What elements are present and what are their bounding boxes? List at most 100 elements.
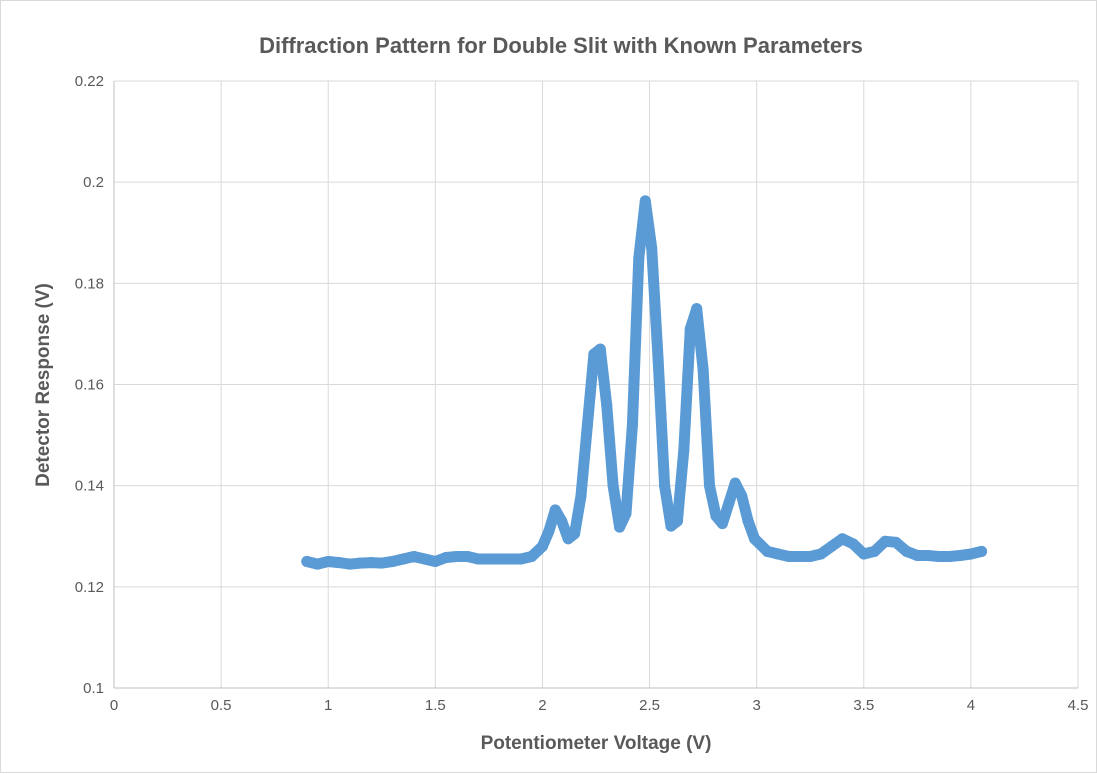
data-point xyxy=(901,545,913,557)
data-point xyxy=(515,553,527,565)
data-point xyxy=(549,504,561,516)
data-point xyxy=(772,548,784,560)
chart-title: Diffraction Pattern for Double Slit with… xyxy=(259,33,863,58)
data-point xyxy=(601,399,613,411)
data-point xyxy=(536,540,548,552)
data-point xyxy=(633,252,645,264)
data-point xyxy=(943,550,955,562)
data-point xyxy=(543,525,555,537)
gridlines xyxy=(114,80,1079,688)
data-point xyxy=(922,549,934,561)
data-point xyxy=(671,515,683,527)
x-tick-label: 3.5 xyxy=(853,697,874,714)
data-point xyxy=(556,515,568,527)
data-point xyxy=(483,553,495,565)
data-point xyxy=(312,558,324,570)
x-tick-label: 0.5 xyxy=(211,697,232,714)
y-tick-label: 0.14 xyxy=(75,478,104,495)
data-point xyxy=(710,510,722,522)
data-point xyxy=(504,553,516,565)
data-point xyxy=(783,550,795,562)
data-point xyxy=(614,521,626,533)
data-point xyxy=(575,490,587,502)
data-point xyxy=(581,419,593,431)
data-point xyxy=(794,550,806,562)
data-point xyxy=(742,515,754,527)
x-tick-label: 2.5 xyxy=(639,697,660,714)
y-tick-label: 0.1 xyxy=(83,680,104,697)
data-point xyxy=(386,556,398,568)
data-point xyxy=(652,353,664,365)
x-tick-label: 1.5 xyxy=(425,697,446,714)
data-point xyxy=(890,536,902,548)
data-point xyxy=(847,538,859,550)
x-tick-label: 4.5 xyxy=(1068,697,1089,714)
data-point xyxy=(933,550,945,562)
data-point xyxy=(354,557,366,569)
axes xyxy=(113,81,1078,689)
data-point xyxy=(659,480,671,492)
data-point xyxy=(594,343,606,355)
data-point xyxy=(408,550,420,562)
data-point xyxy=(736,490,748,502)
data-point xyxy=(365,557,377,569)
x-tick-label: 3 xyxy=(752,697,760,714)
data-point xyxy=(826,540,838,552)
data-point xyxy=(697,363,709,375)
x-tick-label: 4 xyxy=(967,697,975,714)
data-point xyxy=(333,557,345,569)
y-tick-label: 0.18 xyxy=(75,275,104,292)
data-point xyxy=(815,548,827,560)
data-point xyxy=(376,557,388,569)
data-series xyxy=(301,195,988,570)
data-point xyxy=(646,242,658,254)
series-line xyxy=(301,195,988,570)
data-point xyxy=(879,535,891,547)
data-point xyxy=(911,549,923,561)
y-tick-label: 0.16 xyxy=(75,377,104,394)
data-point xyxy=(626,419,638,431)
data-point xyxy=(607,480,619,492)
x-tick-label: 2 xyxy=(538,697,546,714)
data-point xyxy=(639,195,651,207)
data-point xyxy=(620,507,632,519)
data-point xyxy=(419,553,431,565)
data-point xyxy=(836,533,848,545)
data-point xyxy=(678,444,690,456)
tick-labels: 0.1 0.12 0.14 0.16 0.18 0.2 0.22 0 0.5 1 1.5 2 2.5 3 3… xyxy=(75,73,1089,714)
x-tick-label: 1 xyxy=(324,697,332,714)
data-point xyxy=(684,323,696,335)
data-point xyxy=(716,518,728,530)
data-point xyxy=(440,551,452,563)
x-axis-title: Potentiometer Voltage (V) xyxy=(481,733,712,754)
y-tick-label: 0.12 xyxy=(75,579,104,596)
data-point xyxy=(704,480,716,492)
data-point xyxy=(761,545,773,557)
data-point xyxy=(472,553,484,565)
data-point xyxy=(461,550,473,562)
data-point xyxy=(322,556,334,568)
data-point xyxy=(749,533,761,545)
data-point xyxy=(451,550,463,562)
data-point xyxy=(804,550,816,562)
data-point xyxy=(429,556,441,568)
data-point xyxy=(858,548,870,560)
data-point xyxy=(691,303,703,315)
data-point xyxy=(397,553,409,565)
data-point xyxy=(729,477,741,489)
data-point xyxy=(976,545,988,557)
data-point xyxy=(526,550,538,562)
data-point xyxy=(494,553,506,565)
y-axis-title: Detector Response (V) xyxy=(33,283,54,487)
data-point xyxy=(723,497,735,509)
data-point xyxy=(868,545,880,557)
y-tick-label: 0.22 xyxy=(75,73,104,90)
x-tick-label: 0 xyxy=(110,697,118,714)
data-point xyxy=(965,548,977,560)
data-point xyxy=(569,528,581,540)
data-point xyxy=(344,558,356,570)
data-point xyxy=(301,556,313,568)
data-point xyxy=(954,549,966,561)
